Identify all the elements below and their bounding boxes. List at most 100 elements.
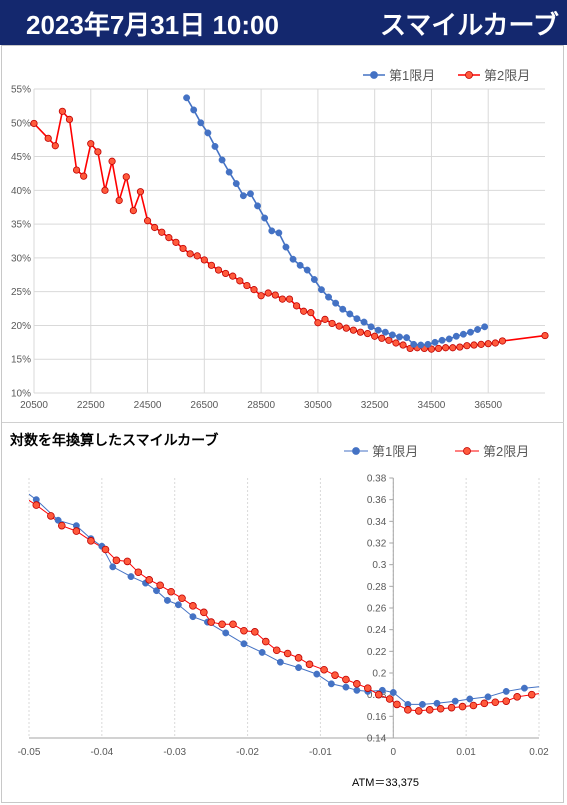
x-tick-label: -0.01: [309, 747, 332, 758]
data-point-series2: [392, 339, 400, 347]
data-point-series1: [396, 333, 403, 341]
data-point-series1: [232, 180, 240, 188]
data-point-series1: [360, 318, 368, 326]
data-point-series1: [346, 310, 354, 318]
data-point-series2: [342, 324, 350, 332]
y-tick-label: 0.14: [367, 734, 387, 745]
header-title: スマイルカーブ: [380, 10, 559, 40]
data-point-series2: [385, 336, 393, 344]
data-point-series2: [305, 660, 314, 669]
data-point-series1: [275, 229, 283, 237]
data-point-series2: [136, 188, 145, 196]
data-point-series1: [325, 293, 332, 301]
data-point-series1: [163, 596, 171, 604]
x-tick-label: 36500: [474, 400, 502, 411]
data-point-series2: [469, 701, 478, 710]
data-point-series1: [282, 243, 290, 251]
data-point-series1: [502, 687, 510, 695]
data-point-series1: [388, 331, 396, 339]
legend-label-2: 第2限月: [483, 444, 529, 459]
data-point-series1: [431, 338, 439, 346]
data-point-series2: [151, 223, 159, 232]
y-tick-label: 50%: [11, 118, 31, 129]
data-point-series2: [123, 557, 132, 566]
data-point-series2: [356, 328, 365, 336]
data-point-series1: [433, 699, 441, 707]
plot-area: [11, 480, 550, 715]
data-point-series2: [349, 326, 357, 334]
data-point-series2: [292, 302, 301, 310]
data-point-series2: [236, 277, 244, 285]
y-tick-label: 35%: [11, 220, 31, 231]
data-point-series2: [30, 119, 38, 128]
data-point-series2: [294, 654, 303, 662]
data-point-series1: [374, 326, 382, 334]
y-tick-label: 30%: [11, 253, 31, 264]
data-point-series2: [449, 344, 457, 352]
data-point-series1: [11, 480, 17, 486]
data-point-series1: [211, 142, 219, 150]
y-tick-label: 25%: [11, 287, 31, 298]
data-point-series2: [480, 699, 489, 708]
x-tick-label: 0: [391, 747, 397, 758]
data-point-series1: [189, 613, 197, 621]
data-point-series2: [222, 269, 230, 278]
data-point-series1: [381, 328, 389, 336]
legend-marker-1: [352, 447, 360, 455]
data-point-series1: [218, 156, 226, 164]
data-point-series2: [179, 244, 187, 253]
data-point-series1: [353, 686, 361, 694]
data-point-series2: [541, 331, 549, 340]
data-point-series2: [134, 568, 143, 577]
data-point-series1: [268, 227, 276, 235]
data-point-series1: [258, 648, 266, 656]
x-tick-label: 30500: [304, 400, 332, 411]
data-point-series2: [143, 217, 152, 225]
data-point-series1: [417, 341, 425, 349]
data-point-series2: [470, 341, 478, 349]
y-tick-label: 20%: [11, 321, 31, 332]
data-point-series1: [204, 129, 212, 137]
data-point-series1: [389, 689, 397, 696]
data-point-series2: [51, 142, 59, 150]
data-point-series1: [190, 106, 198, 114]
data-point-series2: [178, 594, 186, 603]
data-point-series2: [456, 343, 464, 351]
data-point-series2: [186, 250, 194, 258]
y-tick-label: 40%: [11, 186, 31, 197]
data-point-series2: [425, 706, 434, 714]
chart2-title: 対数を年換算したスマイルカーブ: [10, 432, 219, 448]
data-point-series1: [424, 340, 432, 348]
data-point-series2: [491, 698, 500, 707]
data-point-series2: [264, 289, 272, 297]
data-point-series2: [229, 272, 237, 280]
data-point-series2: [543, 689, 550, 696]
data-point-series2: [108, 157, 116, 165]
data-point-series1: [222, 629, 230, 637]
data-point-series2: [257, 292, 265, 300]
data-point-series2: [115, 196, 123, 205]
data-point-series2: [189, 602, 197, 610]
y-tick-label: 10%: [11, 389, 31, 400]
data-point-series1: [289, 255, 297, 263]
data-point-series1: [474, 326, 482, 333]
data-point-series1: [240, 640, 248, 648]
data-point-series2: [502, 697, 511, 705]
data-point-series1: [410, 340, 418, 348]
data-point-series2: [251, 628, 259, 636]
data-point-series2: [335, 322, 343, 330]
data-point-series2: [250, 286, 258, 294]
x-tick-label: 24500: [134, 400, 162, 411]
data-point-series1: [317, 286, 325, 294]
y-tick-label: 0.32: [367, 539, 387, 550]
data-point-series2: [101, 545, 110, 554]
data-point-series1: [254, 202, 262, 210]
header-bar: 2023年7月31日 10:00 スマイルカーブ: [0, 0, 567, 45]
legend-label-1: 第1限月: [389, 68, 435, 83]
data-point-series1: [261, 214, 269, 222]
data-point-series2: [200, 256, 208, 264]
data-point-series2: [240, 626, 248, 635]
data-point-series2: [271, 291, 279, 299]
data-point-series2: [80, 172, 88, 180]
